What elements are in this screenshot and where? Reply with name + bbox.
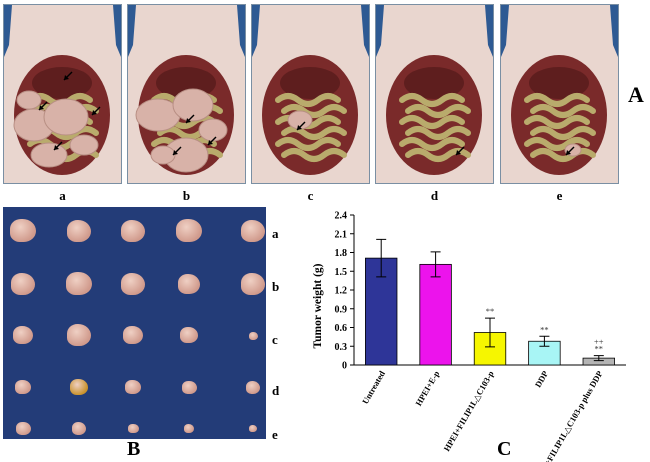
y-tick-label: 1.2	[335, 286, 348, 297]
tumor-specimen	[10, 219, 36, 243]
photo-e	[500, 4, 619, 184]
chart-bars	[365, 238, 615, 366]
significance-marker: ++	[594, 337, 604, 347]
error-bar	[376, 238, 387, 278]
y-tick-label: 1.5	[335, 267, 348, 278]
error-bar	[485, 317, 495, 348]
tumor-specimen	[67, 220, 91, 242]
photo-d	[375, 4, 494, 184]
tumor-row-label-b: b	[272, 279, 280, 294]
tumor-specimen	[15, 421, 31, 435]
tumor-specimen	[127, 423, 139, 434]
photo-label-c: c	[307, 188, 314, 203]
photo-a	[3, 4, 122, 184]
tumor-specimen	[184, 424, 194, 433]
photo-label-a: a	[59, 188, 66, 203]
tumor-specimen	[121, 273, 145, 295]
error-bar	[430, 251, 441, 278]
tumor-row-label-d: d	[272, 383, 280, 398]
tumor-specimen	[125, 380, 141, 395]
tumor-specimen	[121, 220, 145, 242]
tumor-specimen	[178, 274, 200, 294]
y-tick-label: 2.1	[335, 229, 348, 240]
x-tick-label: HPEI+FILIP1L△C103-p	[441, 369, 495, 453]
tumor-weight-chart: 0 0.3 0.6 0.9 1.2 1.5 1.8 2.1 2.4 Untreated HPEI+E…	[312, 211, 626, 462]
significance-marker: **	[595, 344, 604, 354]
x-tick-label: HPEI+E-p	[413, 369, 441, 408]
error-bar	[539, 335, 550, 347]
y-tick-label: 0	[342, 361, 347, 372]
y-tick-label: 0.3	[335, 342, 348, 353]
tumor-specimen	[241, 220, 265, 242]
mouse-necropsy-illustration	[128, 5, 245, 183]
significance-marker: **	[540, 324, 549, 334]
tumor-specimen	[180, 327, 198, 344]
mouse-necropsy-illustration	[4, 5, 121, 183]
photo-b	[127, 4, 246, 184]
y-tick-label: 0.9	[335, 304, 348, 315]
tumor-row-label-e: e	[272, 427, 278, 442]
y-tick-label: 2.4	[335, 211, 348, 222]
tumor-specimen	[246, 381, 260, 394]
x-tick-label: DDP	[533, 369, 550, 389]
tumor-specimen	[181, 380, 197, 394]
tumor-specimen	[13, 326, 33, 344]
panel-letter-a: A	[628, 82, 644, 107]
tumor-row-label-a: a	[272, 226, 279, 241]
panel-letter-b: B	[127, 438, 141, 460]
photo-c	[251, 4, 370, 184]
panel-letter-c: C	[497, 438, 512, 460]
mouse-necropsy-illustration	[376, 5, 493, 183]
mouse-necropsy-illustration	[252, 5, 369, 183]
y-tick-label: 0.6	[335, 323, 348, 334]
tumor-row-label-c: c	[272, 332, 278, 347]
error-bar	[593, 355, 604, 362]
tumor-specimen	[248, 331, 258, 340]
tumor-specimen	[11, 273, 35, 295]
tumor-specimen	[241, 273, 265, 295]
tumor-specimen	[176, 219, 202, 243]
y-axis-label: Tumor weight (g)	[312, 263, 324, 348]
photo-label-d: d	[430, 188, 439, 203]
y-tick-label: 1.8	[335, 248, 348, 259]
significance-marker: **	[486, 306, 495, 316]
tumor-specimen	[66, 272, 92, 296]
tumor-specimen	[70, 379, 88, 396]
tumor-specimen	[15, 380, 31, 395]
bar	[419, 263, 452, 366]
mouse-necropsy-illustration	[501, 5, 618, 183]
tumor-specimen	[72, 422, 86, 435]
tumor-specimen	[123, 326, 143, 344]
tumor-specimen	[249, 425, 257, 433]
tumor-specimen	[67, 324, 91, 346]
x-tick-label: Untreated	[360, 369, 387, 406]
panel-b-tumor-photo	[3, 207, 266, 439]
photo-label-b: b	[182, 188, 191, 203]
photo-label-e: e	[556, 188, 563, 203]
